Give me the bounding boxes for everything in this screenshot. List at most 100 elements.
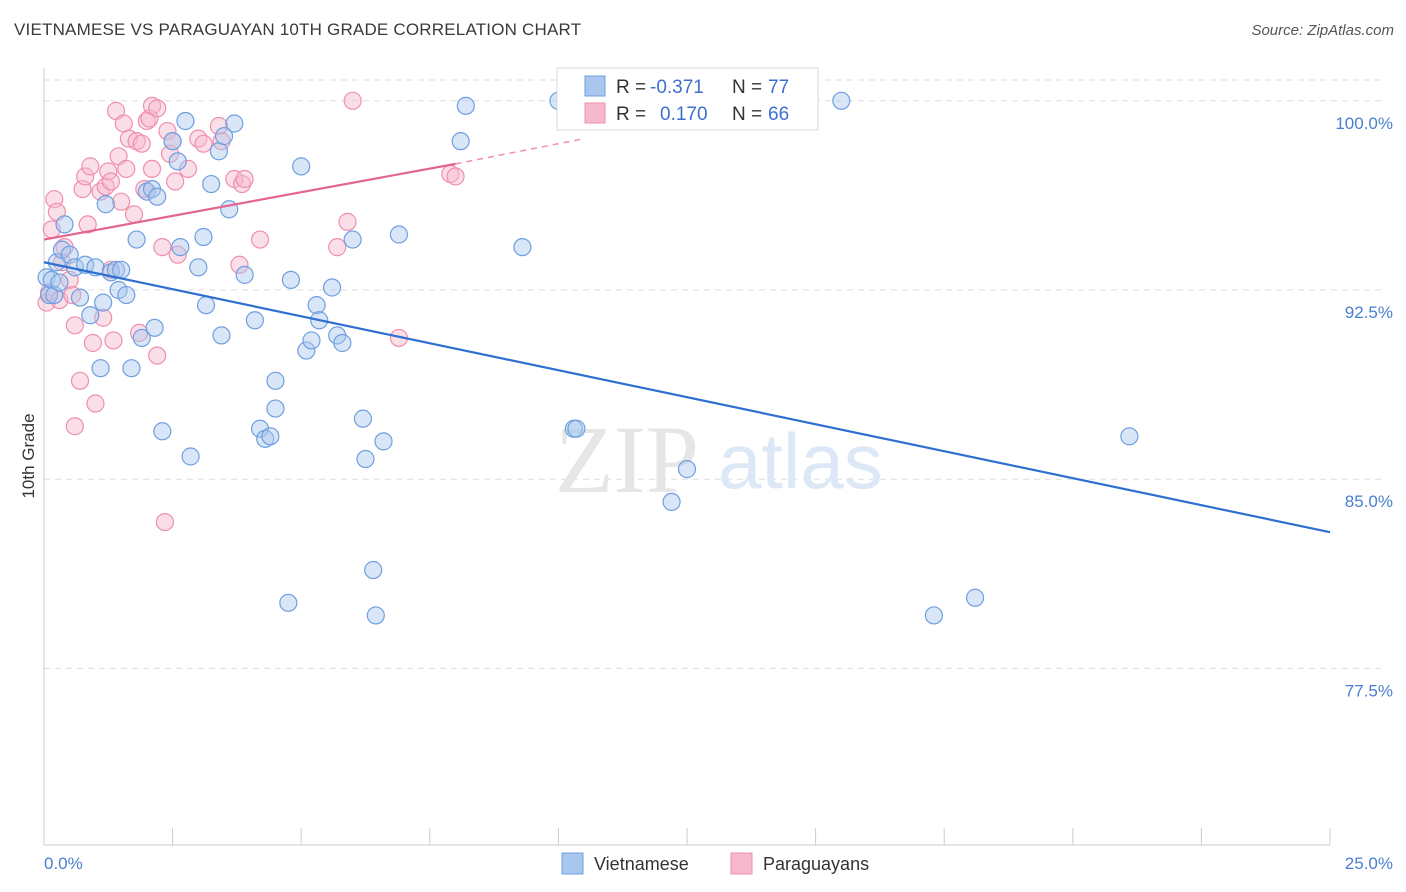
legend-r-value-2: 0.170 <box>660 104 708 125</box>
paraguayans-point <box>178 159 198 179</box>
vietnamese-point <box>451 132 470 151</box>
vietnamese-point <box>94 293 113 312</box>
vietnamese-point <box>235 265 254 284</box>
paraguayans-points <box>37 91 465 532</box>
x-tick-label-max: 25.0% <box>1345 854 1393 873</box>
paraguayans-trend-extension <box>455 137 585 165</box>
vietnamese-point <box>137 182 156 201</box>
paraguayans-point <box>194 134 213 153</box>
vietnamese-point <box>307 296 326 315</box>
source-label: Source: ZipAtlas.com <box>1251 22 1394 39</box>
vietnamese-point <box>366 606 385 625</box>
y-axis-label: 10th Grade <box>19 413 38 498</box>
paraguayans-point <box>86 394 105 413</box>
paraguayans-point <box>446 167 465 186</box>
vietnamese-point <box>261 427 280 446</box>
paraguayans-point <box>343 91 362 110</box>
paraguayans-point <box>250 230 270 249</box>
series-legend: Vietnamese Paraguayans <box>561 852 869 875</box>
paraguayans-point <box>96 177 115 196</box>
vietnamese-point <box>343 230 362 249</box>
y-tick-label: 77.5% <box>1345 681 1393 700</box>
correlation-legend: R = -0.371 N = 77 R = 0.170 N = 66 <box>556 67 819 131</box>
y-tick-label: 85.0% <box>1345 492 1393 511</box>
paraguayans-point <box>328 238 347 257</box>
vietnamese-point <box>374 432 393 451</box>
paraguayans-point <box>124 205 144 224</box>
vietnamese-points <box>37 91 1139 625</box>
vietnamese-point <box>196 296 216 315</box>
legend-swatch-pink <box>584 102 606 124</box>
paraguayans-point <box>132 134 151 153</box>
paraguayans-point <box>235 169 254 189</box>
paraguayans-point <box>127 132 146 151</box>
vietnamese-point <box>127 230 146 249</box>
vietnamese-point <box>212 326 231 345</box>
vietnamese-point <box>132 328 151 348</box>
watermark: ZIP atlas <box>555 406 883 513</box>
vietnamese-point <box>171 238 190 257</box>
vietnamese-point <box>297 341 316 360</box>
x-ticks: 0.0% 25.0% <box>43 828 1393 873</box>
vietnamese-point <box>145 318 164 337</box>
vietnamese-point <box>245 311 265 330</box>
vietnamese-point <box>281 270 301 290</box>
paraguayans-point <box>142 96 162 115</box>
vietnamese-point <box>209 142 228 161</box>
series-swatch-paraguayans <box>730 852 753 875</box>
vietnamese-point <box>302 331 321 350</box>
paraguayans-trend-line <box>43 162 456 241</box>
watermark-atlas: atlas <box>718 417 883 505</box>
paraguayans-point <box>114 114 133 133</box>
vietnamese-point <box>81 306 100 325</box>
paraguayans-point <box>101 172 120 191</box>
legend-n-value-1: 77 <box>768 77 789 98</box>
paraguayans-point <box>104 331 123 350</box>
vietnamese-point <box>279 593 298 612</box>
vietnamese-trend-line <box>43 261 1331 534</box>
vietnamese-point <box>40 285 59 305</box>
paraguayans-point <box>166 172 185 191</box>
vietnamese-point <box>189 258 208 277</box>
vietnamese-point <box>214 127 234 146</box>
vietnamese-point <box>163 132 182 151</box>
paraguayans-point <box>76 167 95 186</box>
vietnamese-point <box>70 288 90 307</box>
vietnamese-point <box>322 278 342 297</box>
paraguayans-point <box>81 157 100 176</box>
vietnamese-point <box>168 152 187 171</box>
paraguayans-point <box>112 192 131 211</box>
vietnamese-point <box>965 588 985 607</box>
paraguayans-point <box>70 371 90 390</box>
paraguayans-point <box>189 129 208 148</box>
legend-n-label-1: N = <box>732 77 762 98</box>
legend-n-label-2: N = <box>732 104 762 125</box>
vietnamese-point <box>148 187 167 206</box>
y-tick-label: 92.5% <box>1345 303 1393 322</box>
paraguayans-point <box>78 215 97 234</box>
paraguayans-point <box>158 121 177 141</box>
vietnamese-point <box>250 419 270 438</box>
vietnamese-point <box>50 273 69 292</box>
vietnamese-point <box>662 492 681 512</box>
paraguayans-point <box>232 174 252 194</box>
vietnamese-point <box>364 560 383 580</box>
vietnamese-point <box>567 419 586 438</box>
vietnamese-point <box>117 285 136 305</box>
vietnamese-point <box>91 359 110 378</box>
vietnamese-point <box>389 225 409 244</box>
gridlines <box>44 79 1385 669</box>
vietnamese-point <box>181 447 200 466</box>
series-label-vietnamese: Vietnamese <box>594 854 689 874</box>
paraguayans-point <box>148 346 167 365</box>
paraguayans-point <box>65 417 84 436</box>
vietnamese-point <box>202 174 221 194</box>
vietnamese-point <box>55 215 74 234</box>
vietnamese-point <box>456 96 475 115</box>
vietnamese-point <box>513 238 532 257</box>
vietnamese-point <box>356 449 375 469</box>
legend-n-value-2: 66 <box>768 104 789 125</box>
vietnamese-point <box>266 371 285 390</box>
vietnamese-point <box>122 359 141 378</box>
